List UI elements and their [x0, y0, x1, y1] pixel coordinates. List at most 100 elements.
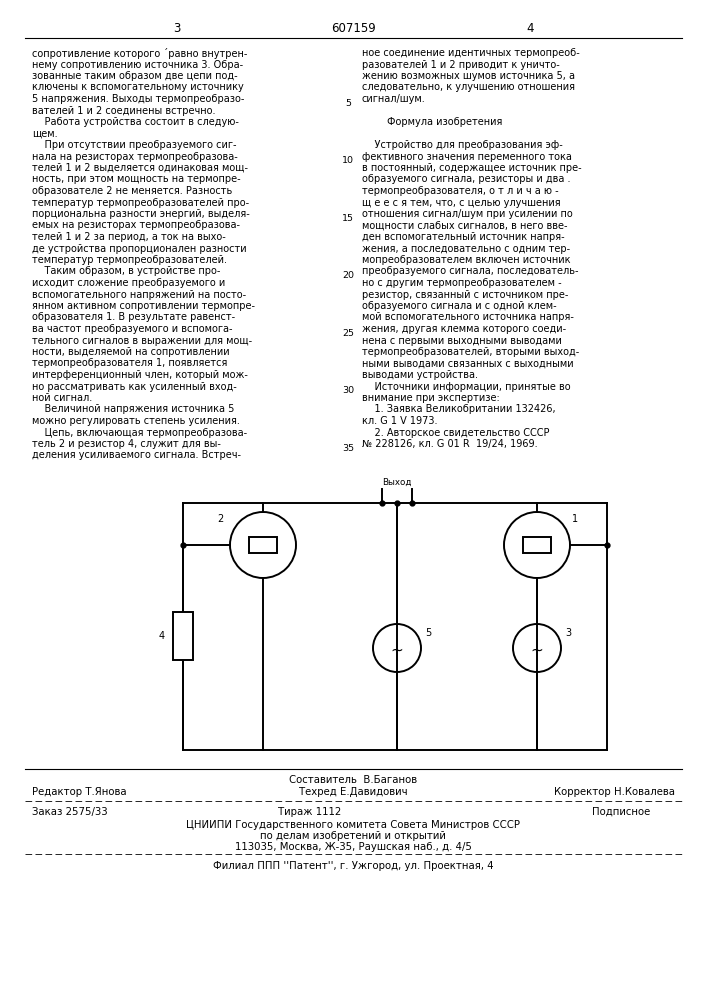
Text: Таким образом, в устройстве про-: Таким образом, в устройстве про-	[32, 266, 221, 276]
Text: ключены к вспомогательному источнику: ключены к вспомогательному источнику	[32, 83, 244, 93]
Text: янном активном сопротивлении термопре-: янном активном сопротивлении термопре-	[32, 301, 255, 311]
Text: Формула изобретения: Формула изобретения	[362, 117, 503, 127]
Text: 3: 3	[173, 22, 181, 35]
Text: Корректор Н.Ковалева: Корректор Н.Ковалева	[554, 787, 675, 797]
Text: исходит сложение преобразуемого и: исходит сложение преобразуемого и	[32, 278, 226, 288]
Text: но рассматривать как усиленный вход-: но рассматривать как усиленный вход-	[32, 381, 237, 391]
Text: 3: 3	[565, 628, 571, 638]
FancyBboxPatch shape	[523, 537, 551, 553]
Text: можно регулировать степень усиления.: можно регулировать степень усиления.	[32, 416, 240, 426]
Text: в постоянный, содержащее источник пре-: в постоянный, содержащее источник пре-	[362, 163, 582, 173]
Text: телей 1 и 2 выделяется одинаковая мощ-: телей 1 и 2 выделяется одинаковая мощ-	[32, 163, 248, 173]
Text: по делам изобретений и открытий: по делам изобретений и открытий	[260, 831, 446, 841]
Text: Работа устройства состоит в следую-: Работа устройства состоит в следую-	[32, 117, 239, 127]
Text: ва частот преобразуемого и вспомога-: ва частот преобразуемого и вспомога-	[32, 324, 233, 334]
Text: вспомогательного напряжений на посто-: вспомогательного напряжений на посто-	[32, 290, 246, 300]
Text: нена с первыми выходными выводами: нена с первыми выходными выводами	[362, 336, 562, 346]
Text: тельного сигналов в выражении для мощ-: тельного сигналов в выражении для мощ-	[32, 336, 252, 346]
Text: де устройства пропорционален разности: де устройства пропорционален разности	[32, 243, 247, 253]
Text: преобразуемого сигнала, последователь-: преобразуемого сигнала, последователь-	[362, 266, 578, 276]
Text: № 228126, кл. G 01 R  19/24, 1969.: № 228126, кл. G 01 R 19/24, 1969.	[362, 439, 537, 449]
Text: сопротивление которого ´равно внутрен-: сопротивление которого ´равно внутрен-	[32, 48, 247, 59]
Text: ное соединение идентичных термопреоб-: ное соединение идентичных термопреоб-	[362, 48, 580, 58]
Text: 1. Заявка Великобритании 132426,: 1. Заявка Великобритании 132426,	[362, 404, 556, 414]
Text: 5: 5	[425, 628, 431, 638]
Text: ден вспомогательный источник напря-: ден вспомогательный источник напря-	[362, 232, 565, 242]
Text: ЦНИИПИ Государственного комитета Совета Министров СССР: ЦНИИПИ Государственного комитета Совета …	[186, 820, 520, 830]
Text: фективного значения переменного тока: фективного значения переменного тока	[362, 151, 572, 161]
Text: внимание при экспертизе:: внимание при экспертизе:	[362, 393, 500, 403]
Text: 4: 4	[526, 22, 534, 35]
FancyBboxPatch shape	[173, 612, 193, 660]
Text: ности, выделяемой на сопротивлении: ности, выделяемой на сопротивлении	[32, 347, 230, 357]
Text: 4: 4	[159, 631, 165, 641]
Text: ными выводами связанных с выходными: ными выводами связанных с выходными	[362, 359, 573, 368]
Text: термопреобразователя 1, появляется: термопреобразователя 1, появляется	[32, 359, 228, 368]
Text: 1: 1	[572, 514, 578, 524]
Text: 2: 2	[217, 514, 223, 524]
Text: отношения сигнал/шум при усилении по: отношения сигнал/шум при усилении по	[362, 209, 573, 219]
Text: При отсутствии преобразуемого сиг-: При отсутствии преобразуемого сиг-	[32, 140, 237, 150]
Text: щем.: щем.	[32, 128, 58, 138]
Text: интерференционный член, который мож-: интерференционный член, который мож-	[32, 370, 248, 380]
Text: 20: 20	[342, 271, 354, 280]
Text: термопреобразователя, о т л и ч а ю -: термопреобразователя, о т л и ч а ю -	[362, 186, 559, 196]
Text: ность, при этом мощность на термопре-: ность, при этом мощность на термопре-	[32, 174, 240, 184]
Text: температур термопреобразователей.: температур термопреобразователей.	[32, 255, 227, 265]
Text: термопреобразователей, вторыми выход-: термопреобразователей, вторыми выход-	[362, 347, 579, 357]
Text: вателей 1 и 2 соединены встречно.: вателей 1 и 2 соединены встречно.	[32, 105, 216, 115]
Text: 113035, Москва, Ж-35, Раушская наб., д. 4/5: 113035, Москва, Ж-35, Раушская наб., д. …	[235, 842, 472, 852]
Text: Составитель  В.Баганов: Составитель В.Баганов	[289, 775, 417, 785]
Text: жению возможных шумов источника 5, а: жению возможных шумов источника 5, а	[362, 71, 575, 81]
Text: 5 напряжения. Выходы термопреобразо-: 5 напряжения. Выходы термопреобразо-	[32, 94, 245, 104]
Text: кл. G 1 V 1973.: кл. G 1 V 1973.	[362, 416, 438, 426]
Text: Подписное: Подписное	[592, 807, 650, 817]
Text: зованные таким образом две цепи под-: зованные таким образом две цепи под-	[32, 71, 238, 81]
Text: 30: 30	[342, 386, 354, 395]
Text: Филиал ППП ''Патент'', г. Ужгород, ул. Проектная, 4: Филиал ППП ''Патент'', г. Ужгород, ул. П…	[213, 861, 493, 871]
Text: нала на резисторах термопреобразова-: нала на резисторах термопреобразова-	[32, 151, 238, 161]
FancyBboxPatch shape	[249, 537, 277, 553]
Text: жения, другая клемма которого соеди-: жения, другая клемма которого соеди-	[362, 324, 566, 334]
Text: разователей 1 и 2 приводит к уничто-: разователей 1 и 2 приводит к уничто-	[362, 60, 560, 70]
Text: 35: 35	[342, 444, 354, 453]
Text: тель 2 и резистор 4, служит для вы-: тель 2 и резистор 4, служит для вы-	[32, 439, 221, 449]
Text: резистор, связанный с источником пре-: резистор, связанный с источником пре-	[362, 290, 568, 300]
Text: телей 1 и 2 за период, а ток на выхо-: телей 1 и 2 за период, а ток на выхо-	[32, 232, 226, 242]
Text: но с другим термопреобразователем -: но с другим термопреобразователем -	[362, 278, 561, 288]
Text: температур термопреобразователей про-: температур термопреобразователей про-	[32, 198, 249, 208]
Text: ной сигнал.: ной сигнал.	[32, 393, 92, 403]
Text: Заказ 2575/33: Заказ 2575/33	[32, 807, 107, 817]
Text: Техред Е.Давидович: Техред Е.Давидович	[298, 787, 407, 797]
Text: емых на резисторах термопреобразова-: емых на резисторах термопреобразова-	[32, 221, 240, 231]
Text: 2. Авторское свидетельство СССР: 2. Авторское свидетельство СССР	[362, 428, 549, 438]
Text: 25: 25	[342, 329, 354, 338]
Text: Редактор Т.Янова: Редактор Т.Янова	[32, 787, 127, 797]
Text: 10: 10	[342, 156, 354, 165]
Text: 607159: 607159	[331, 22, 375, 35]
Text: ~: ~	[531, 643, 544, 658]
Text: щ е е с я тем, что, с целью улучшения: щ е е с я тем, что, с целью улучшения	[362, 198, 561, 208]
Text: жения, а последовательно с одним тер-: жения, а последовательно с одним тер-	[362, 243, 570, 253]
Text: Величиной напряжения источника 5: Величиной напряжения источника 5	[32, 404, 235, 414]
Text: 15: 15	[342, 214, 354, 223]
Text: мощности слабых сигналов, в него вве-: мощности слабых сигналов, в него вве-	[362, 221, 568, 231]
Text: Выход: Выход	[382, 478, 411, 487]
Text: нему сопротивлению источника 3. Обра-: нему сопротивлению источника 3. Обра-	[32, 60, 243, 70]
Text: порциональна разности энергий, выделя-: порциональна разности энергий, выделя-	[32, 209, 250, 219]
Text: следовательно, к улучшению отношения: следовательно, к улучшению отношения	[362, 83, 575, 93]
Text: 5: 5	[345, 99, 351, 108]
Text: образователе 2 не меняется. Разность: образователе 2 не меняется. Разность	[32, 186, 233, 196]
Text: Источники информации, принятые во: Источники информации, принятые во	[362, 381, 571, 391]
Text: деления усиливаемого сигнала. Встреч-: деления усиливаемого сигнала. Встреч-	[32, 450, 241, 460]
Text: мопреобразователем включен источник: мопреобразователем включен источник	[362, 255, 571, 265]
Text: сигнал/шум.: сигнал/шум.	[362, 94, 426, 104]
Text: Цепь, включающая термопреобразова-: Цепь, включающая термопреобразова-	[32, 428, 247, 438]
Text: выводами устройства.: выводами устройства.	[362, 370, 478, 380]
Text: образуемого сигнала, резисторы и два .: образуемого сигнала, резисторы и два .	[362, 174, 571, 184]
Text: Устройство для преобразования эф-: Устройство для преобразования эф-	[362, 140, 563, 150]
Text: Тираж 1112: Тираж 1112	[279, 807, 341, 817]
Text: мой вспомогательного источника напря-: мой вспомогательного источника напря-	[362, 312, 574, 322]
Text: образователя 1. В результате равенст-: образователя 1. В результате равенст-	[32, 312, 235, 322]
Text: образуемого сигнала и с одной клем-: образуемого сигнала и с одной клем-	[362, 301, 556, 311]
